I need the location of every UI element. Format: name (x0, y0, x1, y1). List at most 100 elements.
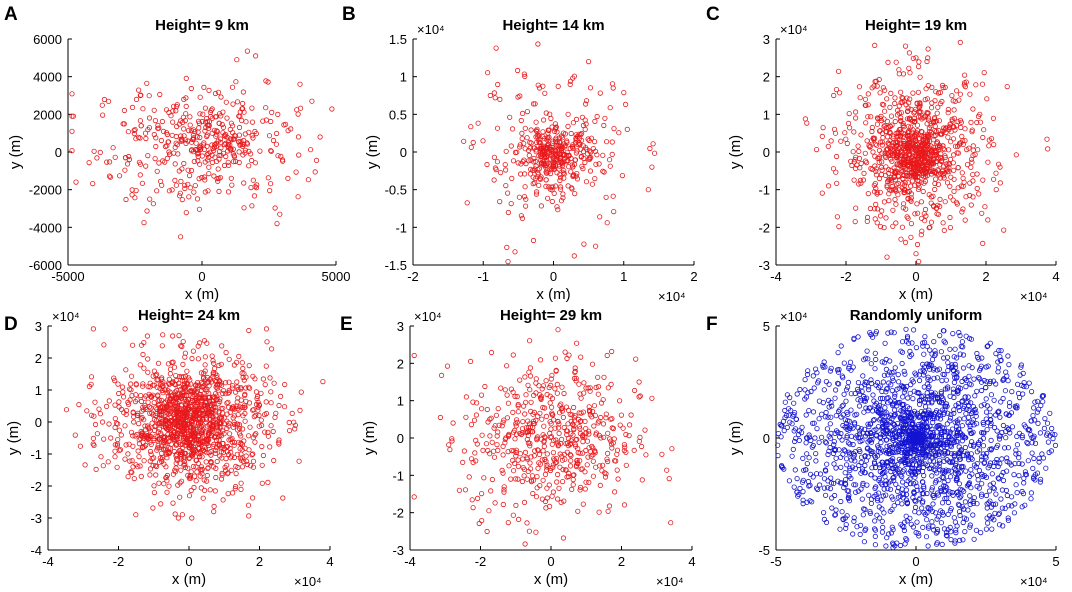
data-point (868, 377, 874, 383)
data-point (930, 458, 937, 464)
data-point (596, 161, 602, 167)
data-point (554, 390, 560, 396)
data-point (781, 427, 787, 434)
data-point (813, 458, 819, 464)
data-point (581, 380, 587, 386)
data-point (560, 466, 566, 473)
data-point (197, 94, 203, 100)
data-point (922, 333, 928, 340)
data-point (241, 371, 247, 377)
data-point (910, 55, 916, 61)
data-point (240, 413, 246, 419)
data-point (553, 437, 559, 443)
data-point (577, 391, 583, 397)
data-point (119, 384, 126, 390)
data-point (197, 453, 203, 460)
data-point (496, 422, 502, 428)
y-tick-label: 0 (763, 145, 770, 160)
data-point (869, 128, 875, 135)
data-point (848, 158, 854, 164)
data-point (172, 469, 178, 475)
data-point (218, 449, 224, 455)
data-point (621, 441, 628, 448)
data-point (984, 426, 990, 433)
data-point (606, 503, 613, 509)
y-tick-label: -1 (30, 447, 42, 462)
data-point (604, 220, 610, 226)
data-point (1009, 388, 1015, 395)
data-point (469, 497, 475, 503)
x-tick-label: 2 (256, 554, 263, 569)
data-point (942, 84, 948, 91)
data-point (201, 477, 207, 483)
data-point (668, 520, 674, 526)
data-point (151, 368, 157, 374)
data-point (1004, 492, 1010, 499)
data-point (559, 135, 565, 141)
chart-title: Height= 29 km (500, 307, 602, 324)
data-point (949, 362, 955, 368)
data-point (542, 456, 548, 462)
data-point (991, 397, 997, 403)
data-point (891, 407, 898, 413)
data-point (206, 154, 212, 160)
data-point (77, 443, 84, 449)
data-point (252, 376, 258, 382)
y-axis-exponent: ×10⁴ (414, 309, 442, 324)
data-point (803, 467, 809, 473)
data-point (271, 457, 277, 464)
data-point (139, 432, 145, 438)
data-point (90, 326, 97, 332)
data-point (557, 175, 564, 181)
data-point (800, 488, 806, 495)
data-point (128, 381, 134, 387)
data-point (560, 414, 567, 420)
data-point (164, 143, 170, 149)
data-point (979, 210, 985, 216)
data-point (181, 378, 187, 384)
x-tick-label: 1 (620, 269, 627, 284)
x-tick-label: 4 (1052, 269, 1059, 284)
data-point (526, 338, 533, 344)
data-point (180, 444, 186, 451)
data-point (91, 148, 97, 154)
data-point (155, 434, 161, 440)
data-point (155, 125, 161, 131)
data-point (223, 467, 229, 473)
data-point (582, 101, 589, 107)
data-point (106, 421, 112, 427)
data-point (263, 399, 269, 405)
data-point (940, 171, 946, 177)
data-point (535, 41, 541, 47)
data-point (951, 176, 957, 182)
data-point (188, 403, 194, 409)
data-point (561, 390, 567, 397)
data-point (535, 171, 542, 177)
data-point (268, 400, 274, 406)
data-point (508, 143, 514, 149)
data-point (533, 380, 539, 386)
data-point (216, 152, 222, 158)
data-point (201, 370, 207, 376)
data-point (582, 469, 588, 475)
data-point (595, 391, 601, 397)
data-point (504, 190, 511, 196)
data-point (141, 444, 147, 450)
data-point (597, 90, 603, 96)
data-point (784, 424, 790, 430)
data-point (881, 510, 887, 516)
data-point (188, 487, 194, 494)
data-point (938, 390, 944, 397)
data-point (169, 187, 175, 193)
data-point (1008, 494, 1015, 500)
data-point (827, 485, 834, 492)
data-point (994, 428, 1000, 434)
data-point (937, 162, 943, 168)
data-point (935, 104, 941, 110)
data-point (927, 347, 933, 353)
data-point (852, 482, 859, 488)
data-point (199, 153, 205, 159)
data-point (203, 406, 209, 412)
data-point (166, 402, 172, 408)
data-point (963, 411, 969, 417)
